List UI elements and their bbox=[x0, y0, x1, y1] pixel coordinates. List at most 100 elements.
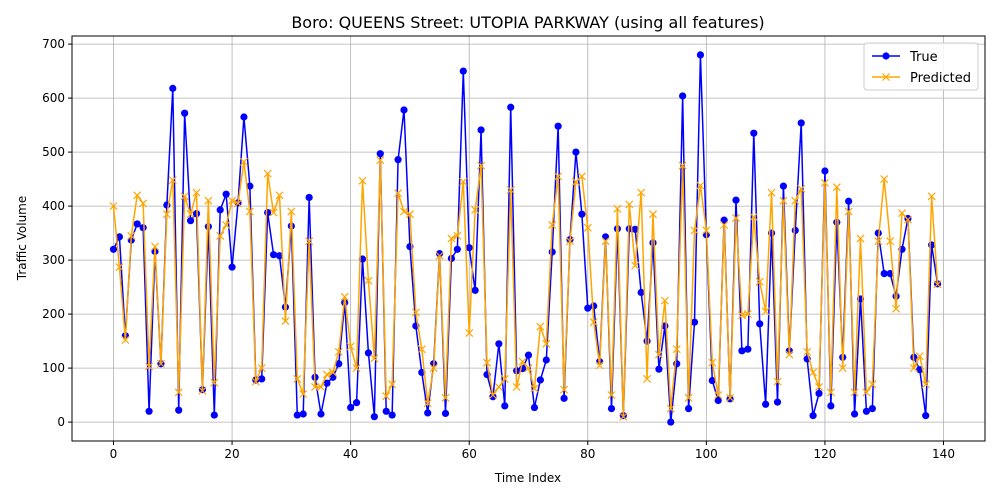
data-point-predicted bbox=[613, 204, 622, 213]
y-tick-label: 700 bbox=[42, 37, 65, 51]
data-point-predicted bbox=[666, 404, 675, 413]
data-point-true bbox=[275, 252, 284, 260]
data-point-predicted bbox=[382, 392, 391, 401]
data-point-true bbox=[181, 109, 189, 117]
data-point-true bbox=[530, 403, 539, 412]
data-point-true bbox=[228, 263, 236, 271]
data-point-predicted bbox=[714, 391, 723, 400]
data-point-true bbox=[572, 148, 580, 156]
data-point-predicted bbox=[892, 304, 901, 313]
data-point-predicted bbox=[192, 188, 201, 197]
data-point-true bbox=[773, 398, 782, 406]
data-point-true bbox=[590, 302, 598, 310]
data-point-predicted bbox=[488, 391, 497, 400]
data-point-predicted bbox=[465, 328, 474, 338]
data-point-true bbox=[850, 410, 859, 418]
data-point-true bbox=[886, 270, 894, 278]
data-point-predicted bbox=[933, 280, 942, 289]
data-point-true bbox=[578, 210, 586, 218]
data-point-true bbox=[459, 67, 467, 75]
data-point-true bbox=[738, 347, 746, 355]
data-point-true bbox=[708, 376, 716, 385]
data-point-predicted bbox=[441, 393, 450, 402]
data-point-predicted bbox=[233, 199, 243, 208]
data-point-predicted bbox=[921, 380, 930, 389]
data-point-predicted bbox=[204, 196, 213, 205]
data-point-true bbox=[169, 84, 177, 92]
y-tick-label: 200 bbox=[42, 307, 65, 321]
data-point-predicted bbox=[915, 352, 924, 361]
data-point-predicted bbox=[512, 382, 521, 392]
data-point-predicted bbox=[672, 345, 681, 354]
data-point-predicted bbox=[156, 359, 165, 368]
data-point-predicted bbox=[726, 393, 735, 402]
data-point-predicted bbox=[482, 358, 492, 367]
data-point-true bbox=[637, 288, 645, 297]
data-point-true bbox=[720, 216, 728, 224]
data-point-predicted bbox=[263, 169, 272, 178]
data-point-true bbox=[495, 340, 503, 348]
legend-box bbox=[863, 42, 979, 91]
data-point-predicted bbox=[305, 237, 314, 246]
data-point-predicted bbox=[660, 296, 669, 305]
data-point-predicted bbox=[874, 237, 883, 246]
data-point-predicted bbox=[423, 399, 432, 408]
data-point-true bbox=[376, 150, 384, 158]
data-point-predicted bbox=[186, 210, 195, 219]
data-point-predicted bbox=[696, 181, 705, 190]
data-point-predicted bbox=[269, 208, 278, 217]
x-tick-label: 80 bbox=[580, 447, 595, 461]
data-point-predicted bbox=[785, 350, 794, 359]
axis-ticks: 0 20 40 60 80 100 120 140 0 100 200 300 400 500 600 700 bbox=[42, 37, 955, 461]
data-point-true bbox=[264, 208, 272, 217]
data-point-true bbox=[115, 233, 124, 241]
data-point-predicted bbox=[352, 364, 361, 373]
data-point-predicted bbox=[251, 377, 260, 386]
x-tick-label: 100 bbox=[695, 447, 718, 461]
data-point-predicted bbox=[589, 318, 598, 327]
data-point-true bbox=[258, 375, 266, 383]
data-point-predicted bbox=[346, 342, 355, 351]
data-point-predicted bbox=[809, 368, 818, 377]
data-point-predicted bbox=[150, 242, 160, 251]
data-point-true bbox=[501, 402, 509, 410]
data-point-true bbox=[524, 351, 533, 359]
data-point-predicted bbox=[180, 192, 189, 201]
x-tick-label: 20 bbox=[224, 447, 239, 461]
data-point-true bbox=[542, 356, 550, 364]
data-point-predicted bbox=[708, 358, 717, 367]
data-point-predicted bbox=[779, 196, 788, 205]
data-point-predicted bbox=[530, 384, 539, 393]
data-point-true bbox=[299, 410, 307, 418]
data-point-true bbox=[714, 396, 722, 405]
data-point-true bbox=[679, 92, 687, 100]
data-point-predicted bbox=[174, 388, 183, 397]
data-point-true bbox=[732, 196, 740, 204]
data-point-true bbox=[791, 226, 799, 234]
data-point-predicted bbox=[803, 347, 812, 356]
data-point-predicted bbox=[856, 234, 865, 243]
legend-label: True bbox=[909, 50, 938, 65]
data-point-predicted bbox=[720, 220, 729, 230]
data-point-true bbox=[673, 360, 681, 368]
data-point-true bbox=[797, 119, 805, 127]
data-point-predicted bbox=[257, 364, 266, 373]
data-point-predicted bbox=[127, 231, 136, 240]
data-point-true bbox=[240, 113, 248, 121]
data-point-true bbox=[643, 337, 651, 345]
data-point-predicted bbox=[607, 391, 616, 400]
data-point-predicted bbox=[560, 385, 569, 394]
y-tick-label: 400 bbox=[42, 199, 65, 213]
data-point-predicted bbox=[239, 157, 248, 166]
data-point-true bbox=[335, 360, 343, 368]
data-point-true bbox=[269, 251, 278, 259]
data-point-true bbox=[815, 389, 823, 398]
data-point-predicted bbox=[376, 156, 385, 165]
data-point-predicted bbox=[880, 175, 889, 184]
data-point-predicted bbox=[631, 261, 640, 270]
data-point-true bbox=[394, 156, 402, 164]
data-point-predicted bbox=[399, 207, 409, 216]
data-point-true bbox=[750, 129, 758, 137]
